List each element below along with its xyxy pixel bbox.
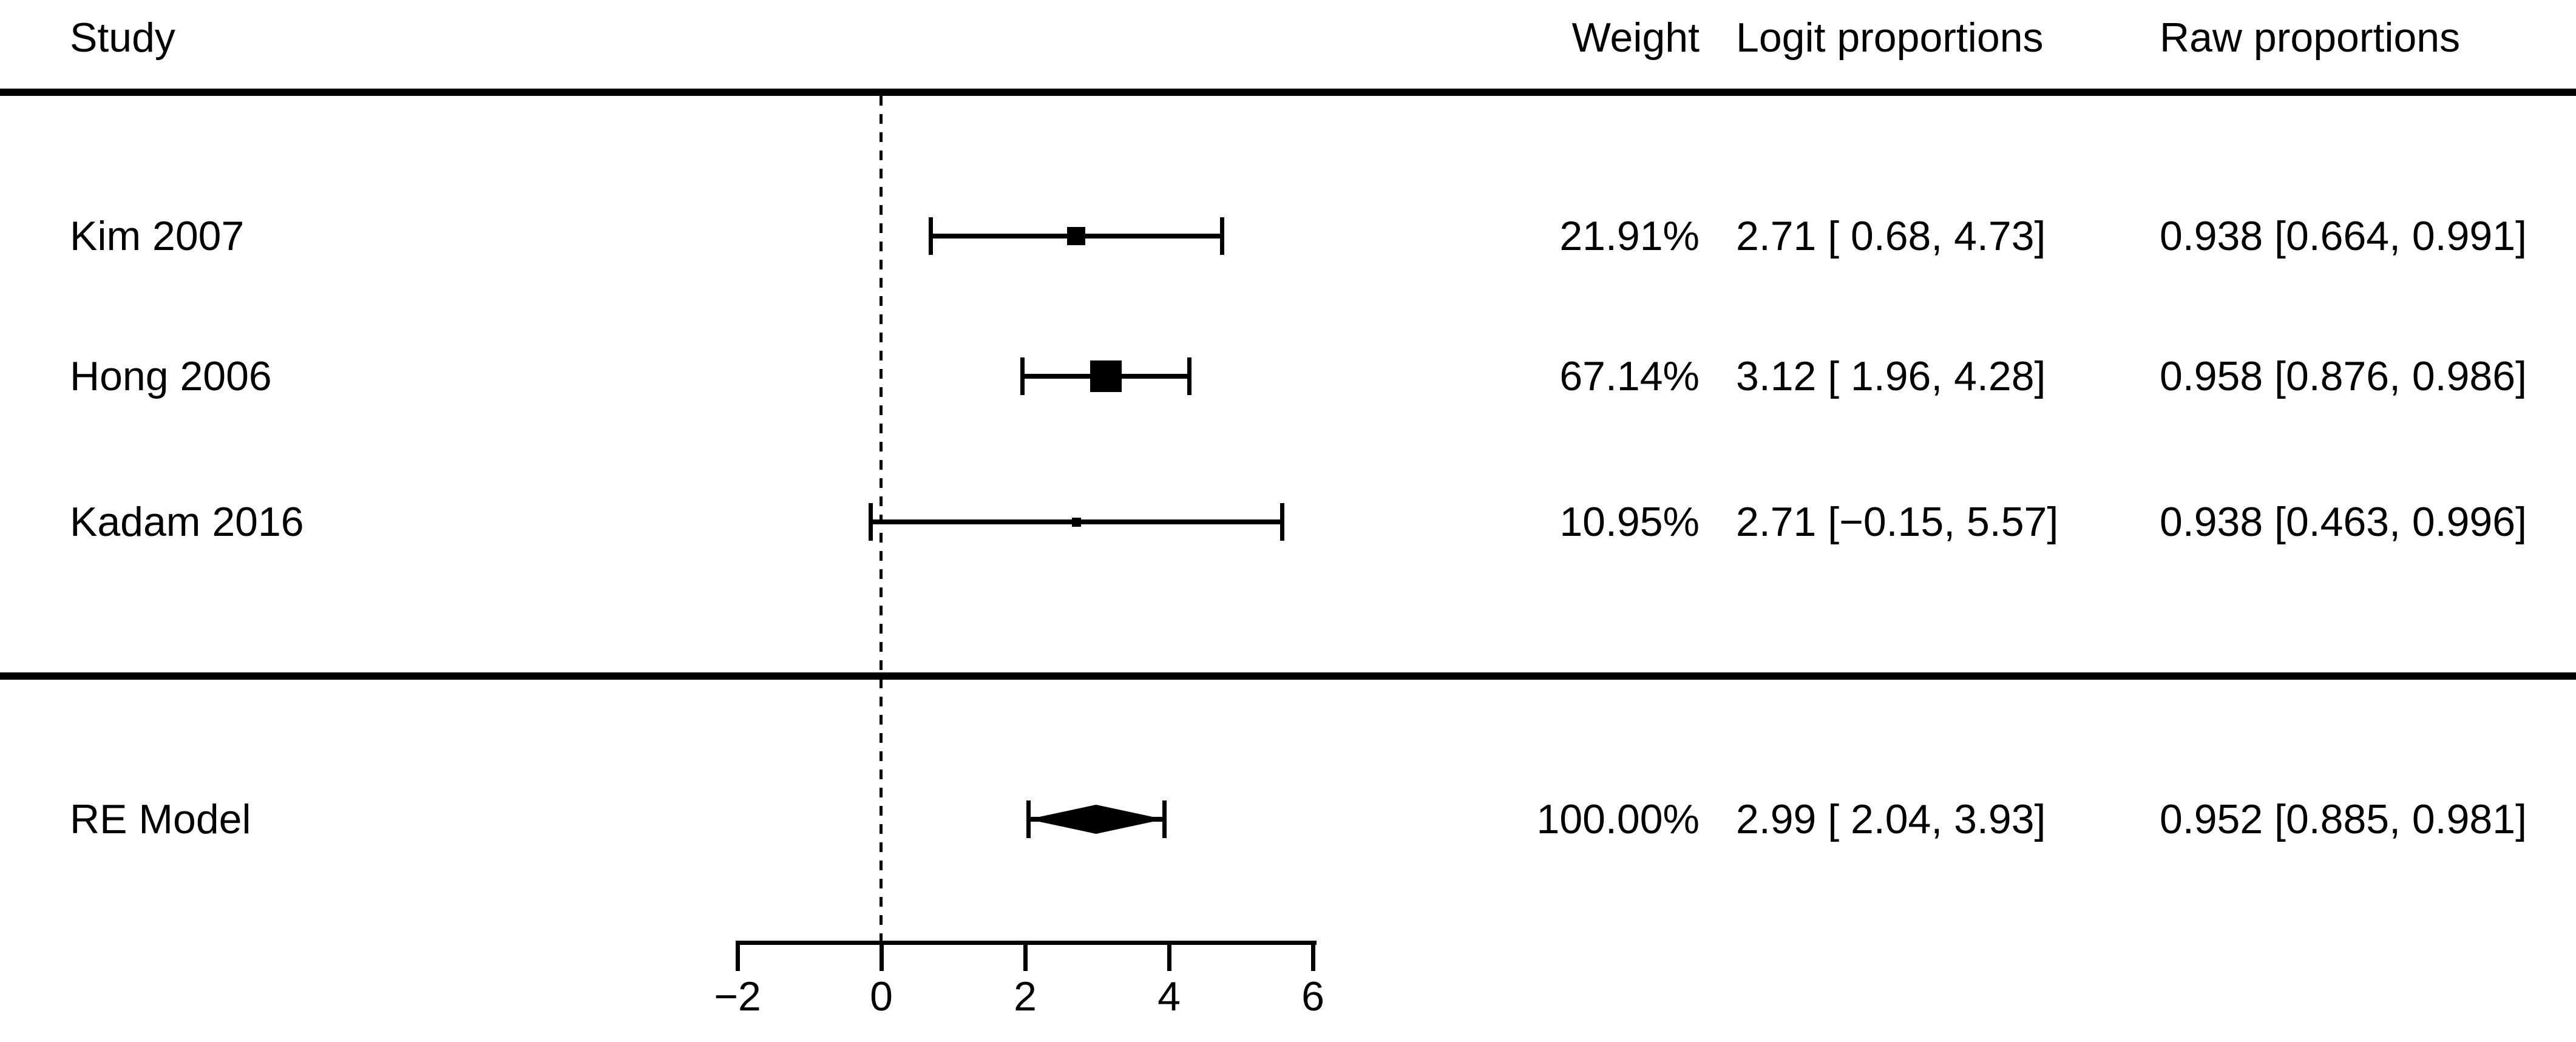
- raw-proportion-value: 0.938 [0.664, 0.991]: [2160, 213, 2527, 259]
- column-header-study: Study: [70, 15, 175, 61]
- logit-proportion-value: 2.71 [ 0.68, 4.73]: [1736, 213, 2046, 259]
- column-header-logit-proportions: Logit proportions: [1736, 15, 2044, 61]
- ci-cap-left: [1020, 357, 1025, 395]
- estimate-square: [1071, 517, 1081, 527]
- ci-cap-left: [928, 217, 933, 255]
- weight-value: 67.14%: [1559, 353, 1700, 399]
- ci-cap-right: [1280, 503, 1285, 541]
- raw-proportion-value: 0.938 [0.463, 0.996]: [2160, 499, 2527, 545]
- column-header-weight: Weight: [1571, 15, 1700, 61]
- x-axis-tick: [1311, 941, 1315, 971]
- weight-value: 100.00%: [1536, 796, 1700, 842]
- weight-value: 10.95%: [1559, 499, 1700, 545]
- x-axis-tick: [736, 941, 740, 971]
- x-axis-tick-label: −2: [714, 973, 761, 1020]
- estimate-square: [1090, 360, 1122, 392]
- logit-proportion-value: 2.99 [ 2.04, 3.93]: [1736, 796, 2046, 842]
- ci-cap-right: [1187, 357, 1192, 395]
- study-label: Hong 2006: [70, 353, 272, 399]
- header-rule: [0, 89, 2576, 96]
- x-axis-tick-label: 2: [1014, 973, 1037, 1020]
- logit-proportion-value: 2.71 [−0.15, 5.57]: [1736, 499, 2059, 545]
- x-axis-tick-label: 0: [870, 973, 893, 1020]
- logit-proportion-value: 3.12 [ 1.96, 4.28]: [1736, 353, 2046, 399]
- study-label: RE Model: [70, 796, 251, 842]
- column-header-raw-proportions: Raw proportions: [2160, 15, 2461, 61]
- ci-cap-right: [1219, 217, 1224, 255]
- weight-value: 21.91%: [1559, 213, 1700, 259]
- estimate-square: [1067, 227, 1086, 245]
- ci-cap-left: [869, 503, 873, 541]
- x-axis-tick: [880, 941, 884, 971]
- summary-diamond: [1028, 805, 1164, 834]
- raw-proportion-value: 0.958 [0.876, 0.986]: [2160, 353, 2527, 399]
- x-axis-tick: [1167, 941, 1171, 971]
- ci-cap-right: [1162, 800, 1167, 838]
- raw-proportion-value: 0.952 [0.885, 0.981]: [2160, 796, 2527, 842]
- x-axis-tick: [1023, 941, 1028, 971]
- x-axis-tick-label: 6: [1301, 973, 1324, 1020]
- study-label: Kim 2007: [70, 213, 245, 259]
- summary-separator-rule: [0, 672, 2576, 680]
- study-label: Kadam 2016: [70, 499, 304, 545]
- x-axis-tick-label: 4: [1158, 973, 1181, 1020]
